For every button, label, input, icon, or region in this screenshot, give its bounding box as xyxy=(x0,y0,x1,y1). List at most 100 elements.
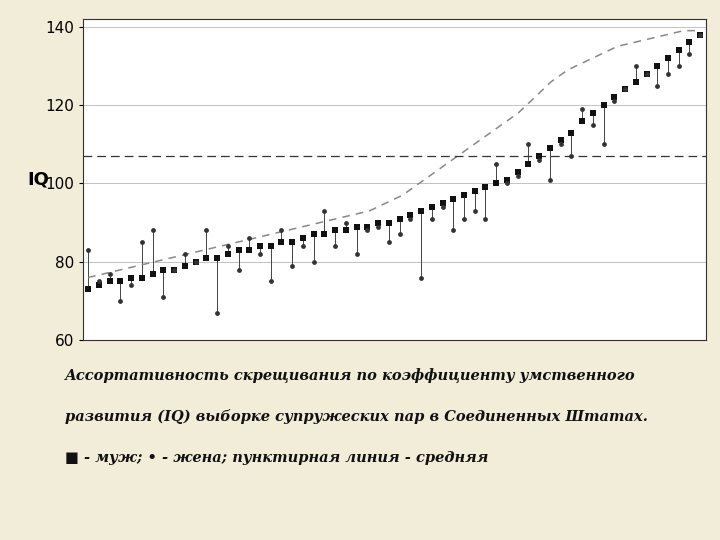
Point xyxy=(361,226,373,235)
Point xyxy=(684,38,696,47)
Point xyxy=(673,62,685,70)
Point xyxy=(104,269,115,278)
Point xyxy=(125,281,137,289)
Point xyxy=(394,230,405,239)
Point xyxy=(448,195,459,204)
Point xyxy=(136,238,148,247)
Point xyxy=(523,159,534,168)
Point xyxy=(544,144,556,152)
Point xyxy=(265,277,276,286)
Point xyxy=(114,296,126,305)
Point xyxy=(243,246,255,254)
Point xyxy=(415,207,427,215)
Point xyxy=(287,238,298,247)
Point xyxy=(372,222,384,231)
Point xyxy=(383,218,395,227)
Point xyxy=(147,226,158,235)
Point xyxy=(190,258,202,266)
Point xyxy=(501,175,513,184)
Point xyxy=(448,226,459,235)
Point xyxy=(469,207,480,215)
Point xyxy=(168,265,180,274)
Point xyxy=(276,226,287,235)
Point xyxy=(405,211,416,219)
Point xyxy=(308,258,320,266)
Point xyxy=(576,105,588,113)
Point xyxy=(458,214,469,223)
Y-axis label: IQ: IQ xyxy=(27,171,49,188)
Point xyxy=(297,234,309,242)
Point xyxy=(534,156,545,164)
Point xyxy=(372,218,384,227)
Point xyxy=(534,152,545,160)
Point xyxy=(490,179,502,188)
Point xyxy=(608,93,620,102)
Point xyxy=(426,214,438,223)
Point xyxy=(405,214,416,223)
Point xyxy=(351,249,362,258)
Point xyxy=(641,70,652,78)
Point xyxy=(480,214,491,223)
Point xyxy=(201,254,212,262)
Point xyxy=(114,277,126,286)
Point xyxy=(598,140,609,149)
Point xyxy=(201,226,212,235)
Point xyxy=(566,152,577,160)
Point xyxy=(190,258,202,266)
Point xyxy=(308,230,320,239)
Point xyxy=(319,230,330,239)
Point xyxy=(125,273,137,282)
Point xyxy=(608,97,620,105)
Point xyxy=(662,70,674,78)
Point xyxy=(233,265,244,274)
Point xyxy=(630,77,642,86)
Point xyxy=(469,187,480,195)
Point xyxy=(437,202,449,211)
Point xyxy=(276,238,287,247)
Point xyxy=(82,246,94,254)
Point xyxy=(652,62,663,70)
Point xyxy=(512,167,523,176)
Point xyxy=(523,140,534,149)
Point xyxy=(437,199,449,207)
Point xyxy=(254,242,266,251)
Point xyxy=(243,234,255,242)
Point xyxy=(490,159,502,168)
Point xyxy=(555,136,567,145)
Point xyxy=(684,50,696,58)
Point xyxy=(587,120,598,129)
Point xyxy=(93,277,104,286)
Point xyxy=(394,214,405,223)
Point xyxy=(136,273,148,282)
Point xyxy=(168,265,180,274)
Point xyxy=(641,70,652,78)
Point xyxy=(426,202,438,211)
Point xyxy=(93,281,104,289)
Point xyxy=(265,242,276,251)
Point xyxy=(566,128,577,137)
Point xyxy=(340,218,351,227)
Point xyxy=(82,285,94,294)
Point xyxy=(319,207,330,215)
Point xyxy=(673,46,685,55)
Point xyxy=(297,242,309,251)
Point xyxy=(222,249,233,258)
Point xyxy=(351,222,362,231)
Point xyxy=(340,226,351,235)
Point xyxy=(222,242,233,251)
Point xyxy=(211,308,222,317)
Point xyxy=(619,85,631,94)
Point xyxy=(619,85,631,94)
Point xyxy=(501,179,513,188)
Point xyxy=(329,242,341,251)
Point xyxy=(544,175,556,184)
Point xyxy=(211,254,222,262)
Point xyxy=(630,62,642,70)
Point xyxy=(480,183,491,192)
Point xyxy=(458,191,469,200)
Text: ■ - муж; • - жена; пунктирная линия - средняя: ■ - муж; • - жена; пунктирная линия - ср… xyxy=(65,451,488,465)
Point xyxy=(179,261,191,270)
Point xyxy=(662,54,674,63)
Point xyxy=(598,101,609,110)
Point xyxy=(695,30,706,39)
